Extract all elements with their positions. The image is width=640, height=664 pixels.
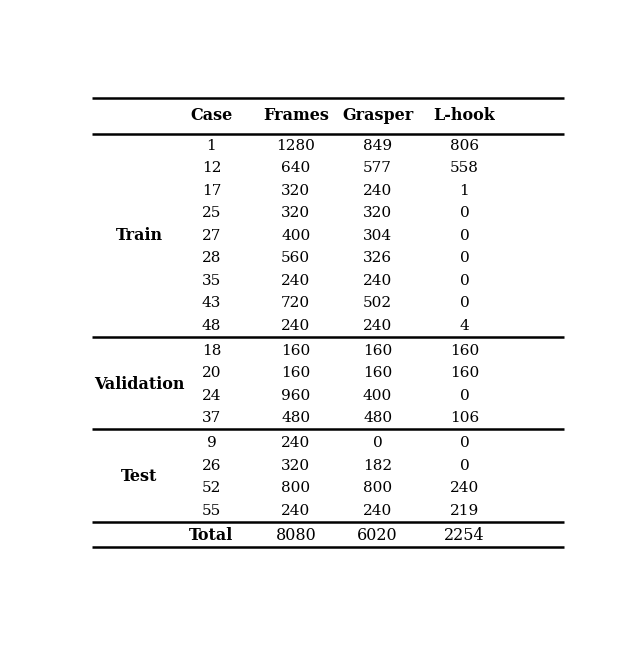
Text: 400: 400 (281, 228, 310, 242)
Text: 577: 577 (363, 161, 392, 175)
Text: 304: 304 (363, 228, 392, 242)
Text: Frames: Frames (263, 108, 329, 124)
Text: 12: 12 (202, 161, 221, 175)
Text: 800: 800 (281, 481, 310, 495)
Text: 0: 0 (460, 388, 469, 402)
Text: 160: 160 (450, 366, 479, 380)
Text: 240: 240 (281, 319, 310, 333)
Text: 0: 0 (372, 436, 383, 450)
Text: 1: 1 (460, 184, 469, 198)
Text: 240: 240 (363, 504, 392, 518)
Text: 160: 160 (363, 344, 392, 358)
Text: Case: Case (190, 108, 232, 124)
Text: 160: 160 (450, 344, 479, 358)
Text: 240: 240 (363, 319, 392, 333)
Text: 35: 35 (202, 274, 221, 288)
Text: 106: 106 (450, 411, 479, 425)
Text: 6020: 6020 (357, 527, 398, 544)
Text: 320: 320 (281, 459, 310, 473)
Text: 9: 9 (207, 436, 216, 450)
Text: 160: 160 (281, 344, 310, 358)
Text: 27: 27 (202, 228, 221, 242)
Text: 480: 480 (363, 411, 392, 425)
Text: 558: 558 (450, 161, 479, 175)
Text: 8080: 8080 (275, 527, 316, 544)
Text: 502: 502 (363, 296, 392, 310)
Text: 240: 240 (450, 481, 479, 495)
Text: 240: 240 (363, 274, 392, 288)
Text: Train: Train (116, 227, 163, 244)
Text: 240: 240 (281, 274, 310, 288)
Text: 219: 219 (450, 504, 479, 518)
Text: 400: 400 (363, 388, 392, 402)
Text: 240: 240 (281, 504, 310, 518)
Text: 0: 0 (460, 459, 469, 473)
Text: 320: 320 (281, 206, 310, 220)
Text: Test: Test (122, 468, 157, 485)
Text: 48: 48 (202, 319, 221, 333)
Text: Grasper: Grasper (342, 108, 413, 124)
Text: 55: 55 (202, 504, 221, 518)
Text: 37: 37 (202, 411, 221, 425)
Text: 26: 26 (202, 459, 221, 473)
Text: 1280: 1280 (276, 139, 315, 153)
Text: 720: 720 (281, 296, 310, 310)
Text: 2254: 2254 (444, 527, 484, 544)
Text: 800: 800 (363, 481, 392, 495)
Text: 480: 480 (281, 411, 310, 425)
Text: 24: 24 (202, 388, 221, 402)
Text: 52: 52 (202, 481, 221, 495)
Text: 849: 849 (363, 139, 392, 153)
Text: 0: 0 (460, 296, 469, 310)
Text: 0: 0 (460, 206, 469, 220)
Text: Total: Total (189, 527, 234, 544)
Text: 320: 320 (363, 206, 392, 220)
Text: 4: 4 (460, 319, 469, 333)
Text: 25: 25 (202, 206, 221, 220)
Text: Validation: Validation (94, 376, 185, 393)
Text: 18: 18 (202, 344, 221, 358)
Text: 640: 640 (281, 161, 310, 175)
Text: 326: 326 (363, 251, 392, 265)
Text: 43: 43 (202, 296, 221, 310)
Text: 240: 240 (363, 184, 392, 198)
Text: L-hook: L-hook (433, 108, 495, 124)
Text: 160: 160 (281, 366, 310, 380)
Text: 320: 320 (281, 184, 310, 198)
Text: 28: 28 (202, 251, 221, 265)
Text: 17: 17 (202, 184, 221, 198)
Text: 0: 0 (460, 436, 469, 450)
Text: 182: 182 (363, 459, 392, 473)
Text: 0: 0 (460, 251, 469, 265)
Text: 1: 1 (207, 139, 216, 153)
Text: 960: 960 (281, 388, 310, 402)
Text: 560: 560 (281, 251, 310, 265)
Text: 0: 0 (460, 228, 469, 242)
Text: 160: 160 (363, 366, 392, 380)
Text: 806: 806 (450, 139, 479, 153)
Text: 240: 240 (281, 436, 310, 450)
Text: 20: 20 (202, 366, 221, 380)
Text: 0: 0 (460, 274, 469, 288)
